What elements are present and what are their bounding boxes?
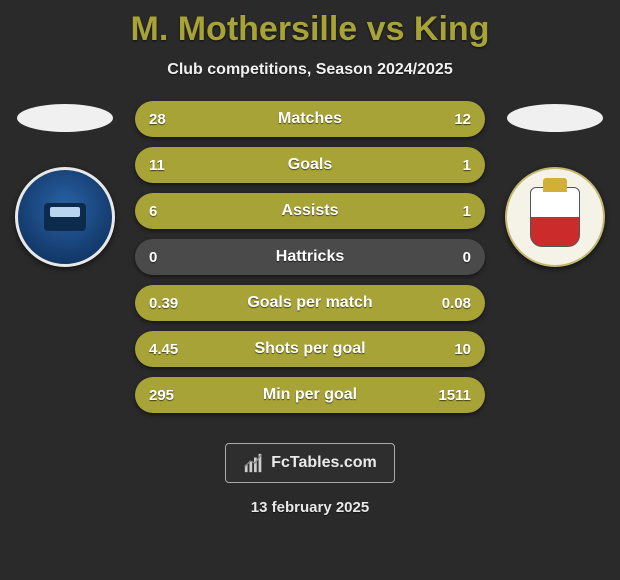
stat-row: 11 Goals 1	[135, 147, 485, 183]
bar-chart-icon	[243, 452, 265, 474]
page-title: M. Mothersille vs King	[131, 10, 490, 49]
stat-left-value: 0.39	[149, 295, 189, 312]
comparison-date: 13 february 2025	[251, 499, 369, 516]
stat-label: Shots per goal	[254, 340, 365, 358]
stat-label: Assists	[282, 202, 339, 220]
stat-left-value: 4.45	[149, 341, 189, 358]
page-subtitle: Club competitions, Season 2024/2025	[167, 61, 452, 79]
stat-row: 295 Min per goal 1511	[135, 377, 485, 413]
stat-left-value: 0	[149, 249, 189, 266]
left-club-badge	[15, 167, 115, 267]
stat-label: Goals per match	[247, 294, 372, 312]
stat-right-value: 10	[431, 341, 471, 358]
stat-left-value: 295	[149, 387, 189, 404]
stat-row: 4.45 Shots per goal 10	[135, 331, 485, 367]
stat-label: Hattricks	[276, 248, 344, 266]
stat-left-value: 28	[149, 111, 189, 128]
stat-right-value: 12	[431, 111, 471, 128]
right-ellipse-icon	[505, 101, 605, 135]
left-ellipse-icon	[15, 101, 115, 135]
stat-row: 28 Matches 12	[135, 101, 485, 137]
stat-right-value: 1511	[431, 387, 471, 404]
stat-label: Min per goal	[263, 386, 357, 404]
stat-row: 0.39 Goals per match 0.08	[135, 285, 485, 321]
stat-right-value: 1	[431, 157, 471, 174]
stat-left-value: 6	[149, 203, 189, 220]
stat-row: 0 Hattricks 0	[135, 239, 485, 275]
left-player-col	[5, 101, 125, 267]
stat-right-value: 0.08	[431, 295, 471, 312]
comparison-card: M. Mothersille vs King Club competitions…	[0, 0, 620, 580]
right-club-badge	[505, 167, 605, 267]
brand-label: FcTables.com	[271, 454, 377, 472]
stat-label: Matches	[278, 110, 342, 128]
stat-row: 6 Assists 1	[135, 193, 485, 229]
stat-right-value: 1	[431, 203, 471, 220]
right-player-col	[495, 101, 615, 267]
peterborough-crest-icon	[44, 203, 86, 231]
stat-right-value: 0	[431, 249, 471, 266]
stevenage-crest-icon	[530, 187, 580, 247]
stats-column: 28Matches1211Goals16Assists10Hattricks00…	[135, 101, 485, 413]
stat-left-value: 11	[149, 157, 189, 174]
stat-label: Goals	[288, 156, 332, 174]
brand-logo[interactable]: FcTables.com	[225, 443, 395, 483]
comparison-body: 28Matches1211Goals16Assists10Hattricks00…	[0, 101, 620, 413]
